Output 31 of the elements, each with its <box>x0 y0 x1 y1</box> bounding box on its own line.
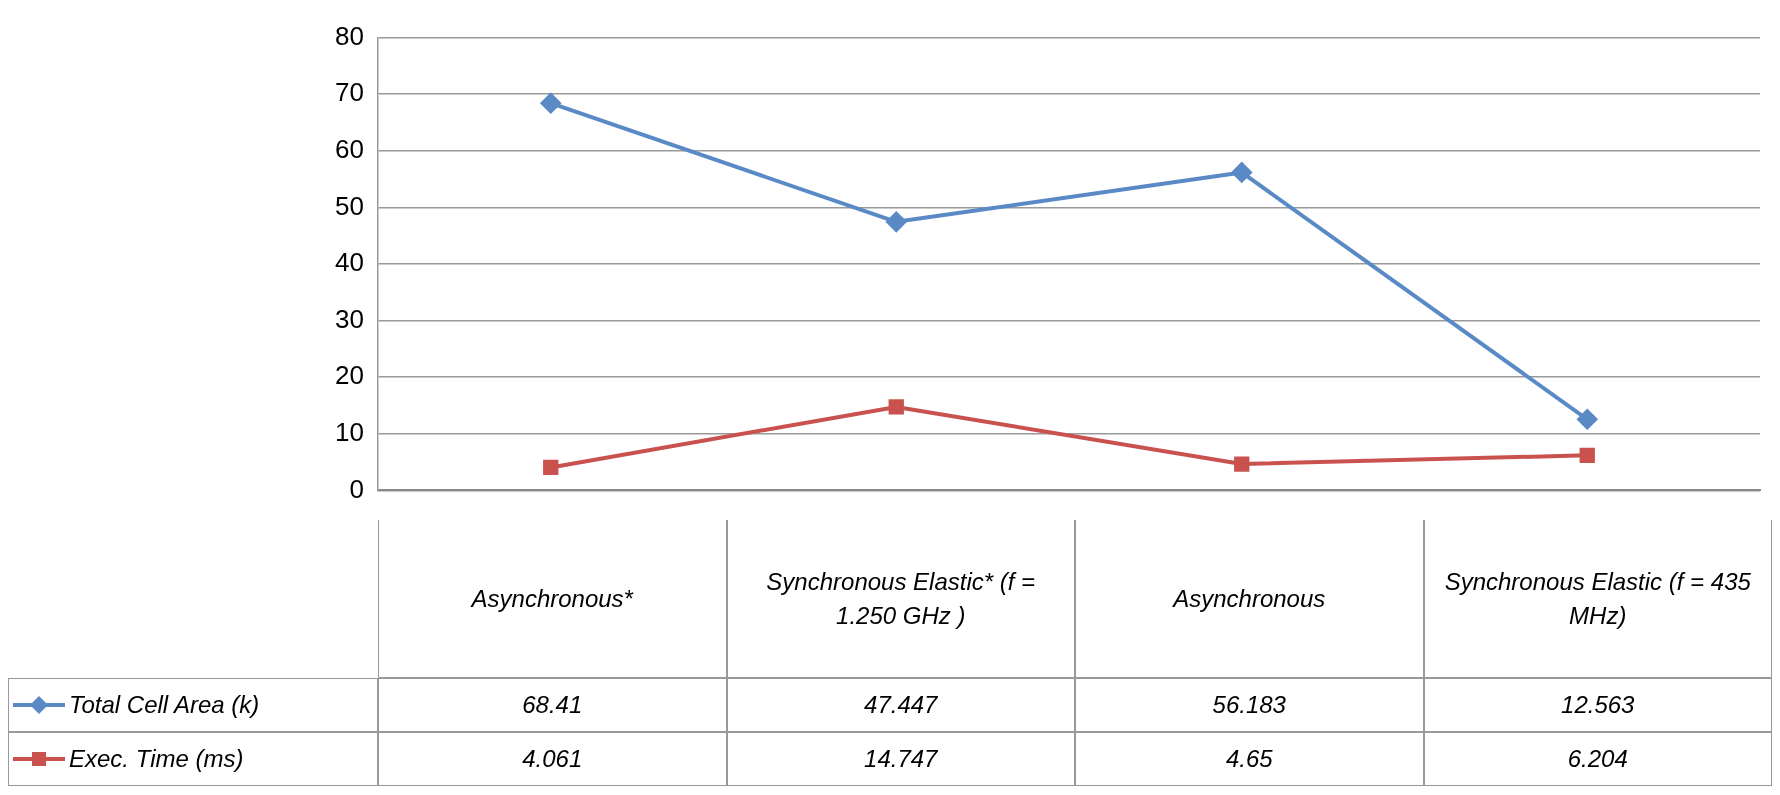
y-tick-label: 30 <box>335 303 364 334</box>
y-tick-label: 20 <box>335 360 364 391</box>
x-tick-label: Synchronous Elastic (f = 435 MHz) <box>1423 520 1772 678</box>
y-tick-label: 50 <box>335 190 364 221</box>
x-tick-label: Asynchronous <box>1075 520 1424 678</box>
data-label: 12.563 <box>1423 678 1772 732</box>
legend-label: Total Cell Area (k) <box>69 691 260 719</box>
data-label: 6.204 <box>1423 732 1772 786</box>
y-tick-label: 80 <box>335 20 364 51</box>
point <box>540 93 561 114</box>
data-label: 68.41 <box>378 678 727 732</box>
y-tick-label: 40 <box>335 247 364 278</box>
y-tick-label: 0 <box>349 473 364 504</box>
y-tick-label: 70 <box>335 77 364 108</box>
data-label: 4.65 <box>1075 732 1424 786</box>
y-tick-label: 60 <box>335 133 364 164</box>
data-label: 56.183 <box>1075 678 1424 732</box>
point <box>1231 162 1252 183</box>
data-label: 47.447 <box>726 678 1075 732</box>
point <box>543 459 559 476</box>
point <box>886 211 907 232</box>
legend-label: Exec. Time (ms) <box>69 745 244 773</box>
x-tick-label: Synchronous Elastic* (f = 1.250 GHz ) <box>726 520 1075 678</box>
point <box>1234 456 1250 472</box>
point <box>888 399 904 415</box>
data-label: 14.747 <box>726 732 1075 786</box>
y-tick-label: 10 <box>335 416 364 447</box>
point <box>1579 447 1595 463</box>
data-label: 4.061 <box>378 732 727 786</box>
point <box>1577 409 1598 430</box>
x-tick-label: Asynchronous* <box>378 520 727 678</box>
